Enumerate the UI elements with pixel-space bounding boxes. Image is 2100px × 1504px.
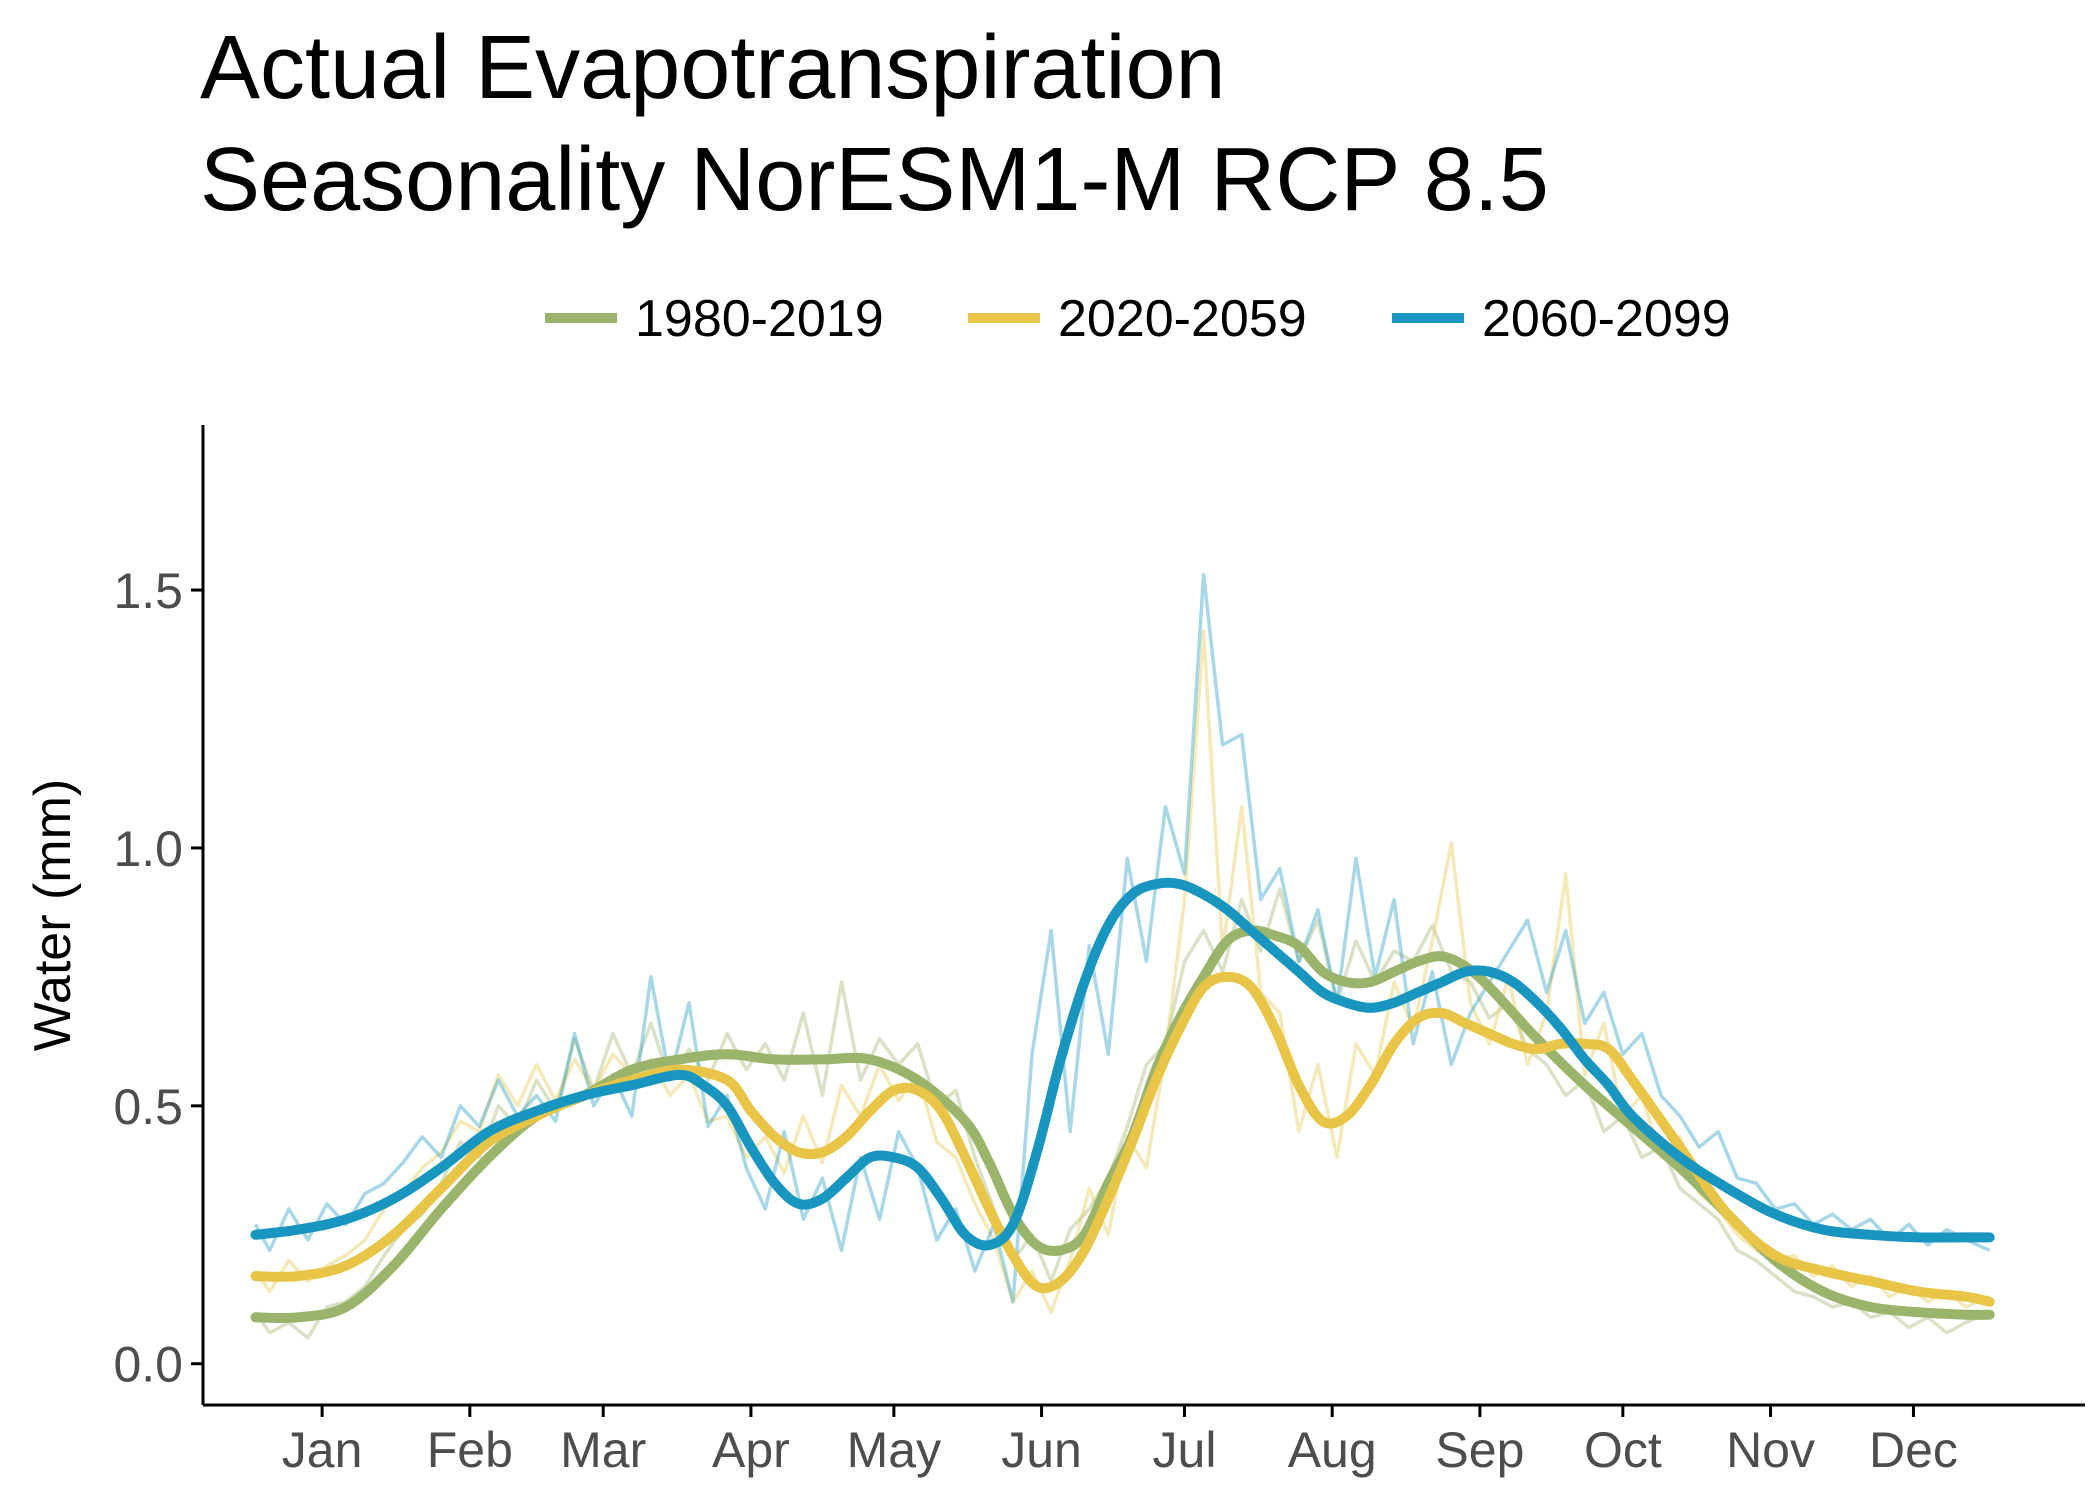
x-tick-label: Jan xyxy=(282,1422,363,1478)
x-tick-label: Jun xyxy=(1001,1422,1082,1478)
chart-title-line-2: Seasonality NorESM1-M RCP 8.5 xyxy=(200,130,1549,230)
x-tick-label: Dec xyxy=(1869,1422,1958,1478)
x-tick-label: May xyxy=(847,1422,941,1478)
smooth-line-2060-2099 xyxy=(250,877,1995,1251)
x-tick-label: Oct xyxy=(1584,1422,1662,1478)
legend-label-2020-2059: 2020-2059 xyxy=(1058,290,1307,348)
x-tick-label: Jul xyxy=(1153,1422,1217,1478)
chart-title-line-1: Actual Evapotranspiration xyxy=(200,18,1226,118)
legend-label-2060-2099: 2060-2099 xyxy=(1482,290,1731,348)
x-tick-label: Nov xyxy=(1726,1422,1815,1478)
y-tick-label: 1.0 xyxy=(113,821,183,877)
x-tick-label: Apr xyxy=(712,1422,790,1478)
x-tick-label: Sep xyxy=(1435,1422,1524,1478)
smooth-line-2020-2059 xyxy=(250,971,1995,1307)
legend: 1980-2019 2020-2059 2060-2099 xyxy=(545,290,1731,348)
y-axis-label: Water (mm) xyxy=(24,779,82,1051)
raw-line-1980-2019 xyxy=(253,887,1991,1340)
y-tick-label: 1.5 xyxy=(113,563,183,619)
x-tick-label: Mar xyxy=(560,1422,646,1478)
x-tick-label: Aug xyxy=(1288,1422,1377,1478)
x-tick-label: Feb xyxy=(427,1422,513,1478)
legend-label-1980-2019: 1980-2019 xyxy=(635,290,884,348)
y-tick-label: 0.0 xyxy=(113,1337,183,1393)
y-ticks: 0.0 0.5 1.0 1.5 xyxy=(113,563,203,1393)
smooth-lines xyxy=(250,877,1995,1324)
x-ticks: Jan Feb Mar Apr May Jun Jul Aug Sep Oct Nov Dec xyxy=(282,1405,1958,1478)
raw-line-2060-2099 xyxy=(253,572,1991,1304)
y-tick-label: 0.5 xyxy=(113,1079,183,1135)
